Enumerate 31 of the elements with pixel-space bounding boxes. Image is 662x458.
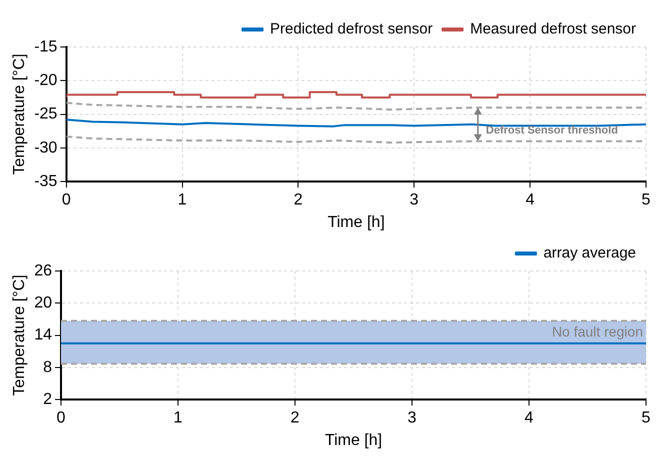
y-tick-label: 26 xyxy=(34,262,52,280)
x-tick-label: 4 xyxy=(526,192,535,209)
x-tick-label: 1 xyxy=(178,192,187,209)
y-tick-label: -25 xyxy=(34,106,58,123)
annotation: Defrost Sensor threshold xyxy=(486,124,618,136)
x-tick-label: 2 xyxy=(290,410,300,427)
y-axis-title: Temperature [°C] xyxy=(11,274,28,396)
x-tick-label: 2 xyxy=(294,192,303,209)
x-tick-label: 0 xyxy=(56,410,66,427)
y-axis-title: Temperature [°C] xyxy=(11,54,28,175)
band-label: No fault region xyxy=(552,324,643,340)
legend-label: array average xyxy=(543,244,636,262)
y-tick-label: -15 xyxy=(34,38,58,56)
x-tick-label: 3 xyxy=(410,192,419,209)
y-tick-label: 8 xyxy=(43,358,52,376)
x-axis-title: Time [h] xyxy=(324,432,382,449)
y-tick-label: 20 xyxy=(34,294,52,312)
y-tick-label: -30 xyxy=(34,139,58,156)
x-tick-label: 0 xyxy=(62,192,71,209)
y-tick-label: 2 xyxy=(43,391,52,408)
legend-label: Predicted defrost sensor xyxy=(270,20,433,38)
y-tick-label: -20 xyxy=(34,72,58,90)
x-axis-title: Time [h] xyxy=(328,214,385,231)
legend-label: Measured defrost sensor xyxy=(470,20,636,38)
x-tick-label: 4 xyxy=(524,410,534,427)
x-tick-label: 5 xyxy=(642,192,651,209)
x-tick-label: 5 xyxy=(642,410,651,427)
y-tick-label: 14 xyxy=(34,326,52,344)
y-tick-label: -35 xyxy=(34,173,58,190)
x-tick-label: 3 xyxy=(408,410,417,427)
x-tick-label: 1 xyxy=(174,410,183,427)
